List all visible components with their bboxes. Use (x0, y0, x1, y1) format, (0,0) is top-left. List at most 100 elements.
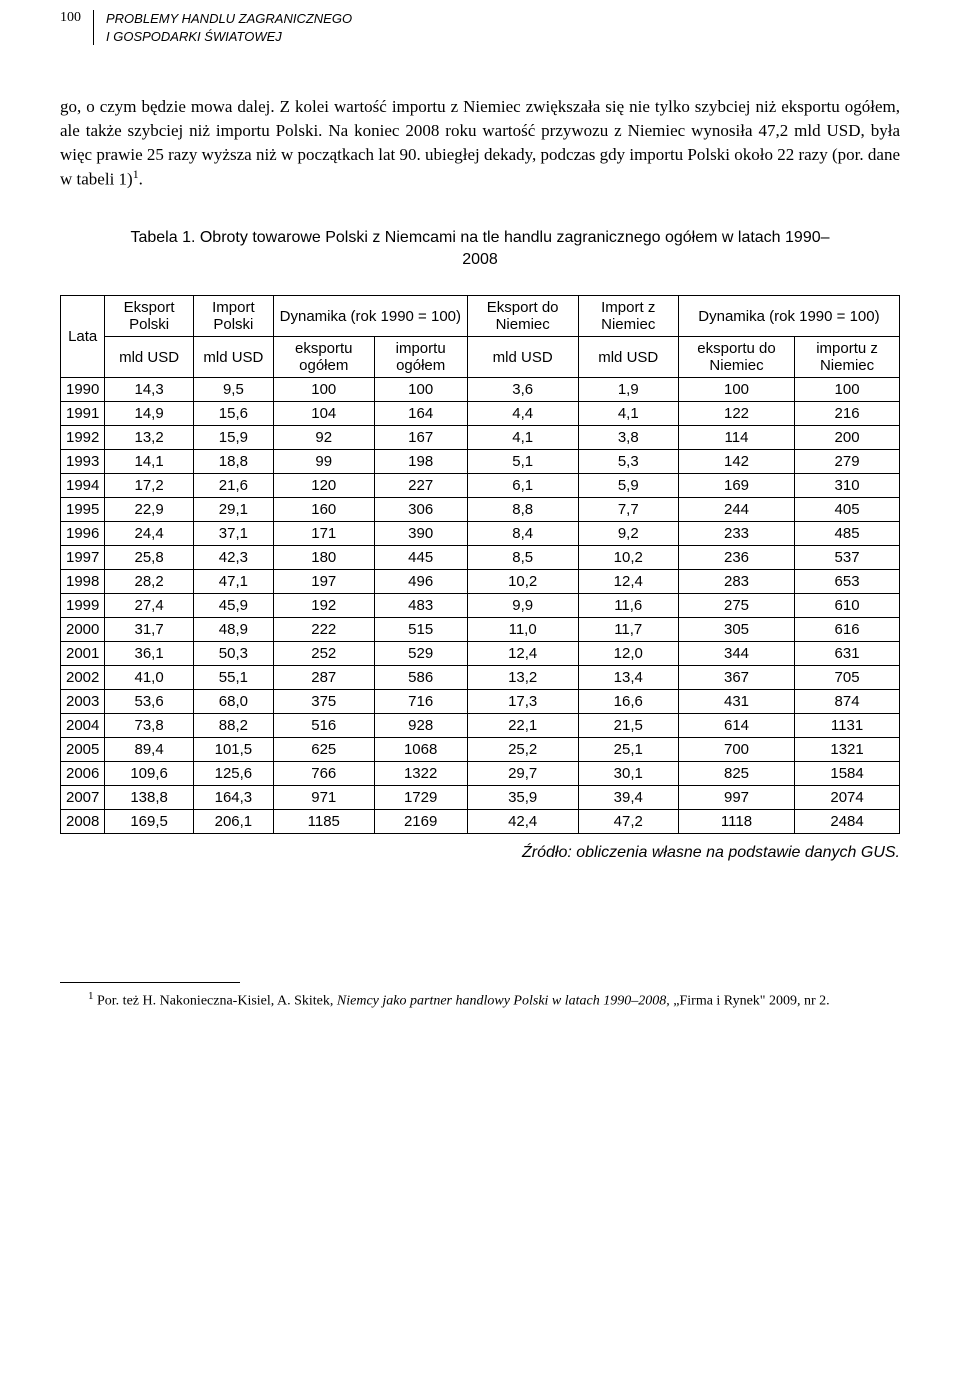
table-cell: 104 (273, 402, 374, 426)
table-cell: 12,4 (578, 570, 678, 594)
th-eksportu-ogolem: eksportu ogółem (273, 337, 374, 378)
table-cell: 2074 (795, 786, 900, 810)
table-cell: 6,1 (467, 474, 578, 498)
table-cell: 48,9 (193, 618, 273, 642)
table-cell: 22,9 (105, 498, 193, 522)
table-row: 199417,221,61202276,15,9169310 (61, 474, 900, 498)
table-cell: 92 (273, 426, 374, 450)
table-cell: 244 (678, 498, 794, 522)
th-import-z-niemiec: Import z Niemiec (578, 296, 678, 337)
table-cell: 101,5 (193, 738, 273, 762)
table-cell: 10,2 (467, 570, 578, 594)
th-dynamika1: Dynamika (rok 1990 = 100) (273, 296, 467, 337)
table-cell: 24,4 (105, 522, 193, 546)
table-cell: 616 (795, 618, 900, 642)
table-cell: 200 (795, 426, 900, 450)
table-cell: 53,6 (105, 690, 193, 714)
table-cell: 1996 (61, 522, 105, 546)
table-cell: 705 (795, 666, 900, 690)
table-cell: 99 (273, 450, 374, 474)
table-cell: 2002 (61, 666, 105, 690)
table-cell: 100 (374, 378, 467, 402)
table-cell: 89,4 (105, 738, 193, 762)
table-cell: 11,0 (467, 618, 578, 642)
table-cell: 874 (795, 690, 900, 714)
table-cell: 21,5 (578, 714, 678, 738)
table-row: 200589,4101,5625106825,225,17001321 (61, 738, 900, 762)
th-lata: Lata (61, 296, 105, 378)
table-cell: 1991 (61, 402, 105, 426)
table-cell: 8,8 (467, 498, 578, 522)
table-cell: 120 (273, 474, 374, 498)
table-cell: 516 (273, 714, 374, 738)
table-cell: 13,2 (105, 426, 193, 450)
table-cell: 30,1 (578, 762, 678, 786)
table-row: 199314,118,8991985,15,3142279 (61, 450, 900, 474)
table-cell: 29,7 (467, 762, 578, 786)
table-cell: 39,4 (578, 786, 678, 810)
table-cell: 997 (678, 786, 794, 810)
page-number: 100 (60, 10, 81, 26)
table-cell: 25,2 (467, 738, 578, 762)
header-line-2: I GOSPODARKI ŚWIATOWEJ (106, 29, 282, 44)
table-cell: 928 (374, 714, 467, 738)
table-row: 199213,215,9921674,13,8114200 (61, 426, 900, 450)
table-cell: 5,3 (578, 450, 678, 474)
table-cell: 1729 (374, 786, 467, 810)
table-cell: 9,2 (578, 522, 678, 546)
table-cell: 42,3 (193, 546, 273, 570)
table-source: Źródło: obliczenia własne na podstawie d… (60, 844, 900, 862)
table-cell: 45,9 (193, 594, 273, 618)
table-cell: 180 (273, 546, 374, 570)
table-row: 199624,437,11713908,49,2233485 (61, 522, 900, 546)
table-cell: 700 (678, 738, 794, 762)
table-cell: 36,1 (105, 642, 193, 666)
th-dynamika2: Dynamika (rok 1990 = 100) (678, 296, 899, 337)
table-cell: 275 (678, 594, 794, 618)
table-row: 200136,150,325252912,412,0344631 (61, 642, 900, 666)
table-cell: 236 (678, 546, 794, 570)
table-cell: 2003 (61, 690, 105, 714)
table-cell: 114 (678, 426, 794, 450)
table-cell: 496 (374, 570, 467, 594)
table-cell: 1185 (273, 810, 374, 834)
table-cell: 14,3 (105, 378, 193, 402)
table-cell: 15,6 (193, 402, 273, 426)
table-row: 200031,748,922251511,011,7305616 (61, 618, 900, 642)
table-cell: 233 (678, 522, 794, 546)
table-cell: 164 (374, 402, 467, 426)
table-cell: 11,7 (578, 618, 678, 642)
table-cell: 631 (795, 642, 900, 666)
table-cell: 138,8 (105, 786, 193, 810)
th-mld-usd-1: mld USD (105, 337, 193, 378)
table-cell: 2484 (795, 810, 900, 834)
table-cell: 283 (678, 570, 794, 594)
table-cell: 825 (678, 762, 794, 786)
table-cell: 125,6 (193, 762, 273, 786)
table-cell: 375 (273, 690, 374, 714)
table-cell: 1068 (374, 738, 467, 762)
table-cell: 27,4 (105, 594, 193, 618)
table-cell: 5,9 (578, 474, 678, 498)
table-cell: 216 (795, 402, 900, 426)
table-cell: 529 (374, 642, 467, 666)
table-cell: 55,1 (193, 666, 273, 690)
table-cell: 22,1 (467, 714, 578, 738)
table-cell: 28,2 (105, 570, 193, 594)
table-row: 200241,055,128758613,213,4367705 (61, 666, 900, 690)
table-cell: 4,1 (578, 402, 678, 426)
table-cell: 2169 (374, 810, 467, 834)
table-cell: 2005 (61, 738, 105, 762)
table-cell: 252 (273, 642, 374, 666)
header-line-1: PROBLEMY HANDLU ZAGRANICZNEGO (106, 11, 352, 26)
table-cell: 1993 (61, 450, 105, 474)
table-cell: 9,9 (467, 594, 578, 618)
table-cell: 431 (678, 690, 794, 714)
th-eksportu-do-niemiec: eksportu do Niemiec (678, 337, 794, 378)
table-cell: 197 (273, 570, 374, 594)
table-cell: 1322 (374, 762, 467, 786)
paragraph-text: go, o czym będzie mowa dalej. Z kolei wa… (60, 97, 900, 189)
th-importu-z-niemiec: importu z Niemiec (795, 337, 900, 378)
table-cell: 18,8 (193, 450, 273, 474)
table-cell: 766 (273, 762, 374, 786)
